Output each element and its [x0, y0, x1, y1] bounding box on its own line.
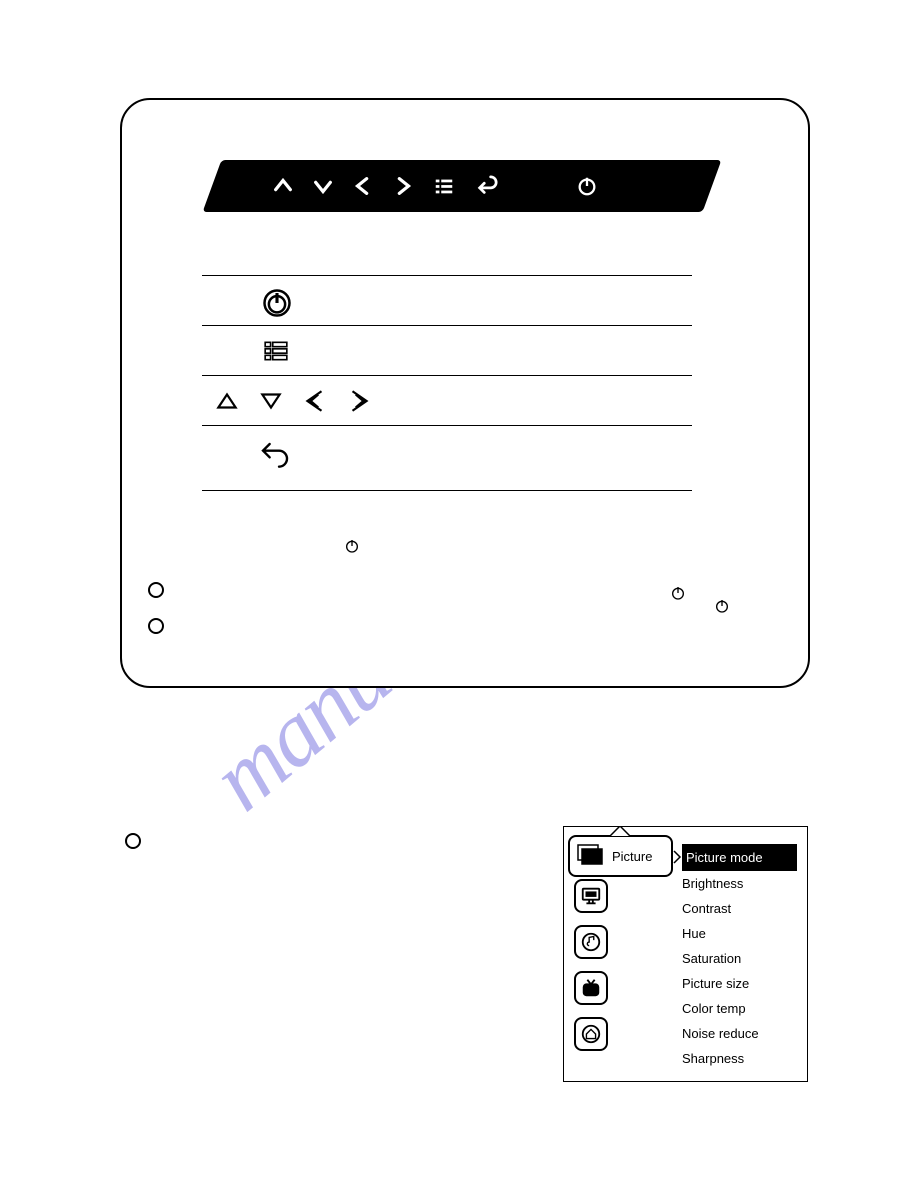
down-icon[interactable] — [312, 175, 334, 197]
divider — [202, 375, 692, 376]
menu-item[interactable]: Picture mode — [682, 844, 797, 871]
osd-menu: Picture Picture mode Brightness Contrast… — [563, 826, 808, 1082]
menu-items-list: Picture mode Brightness Contrast Hue Sat… — [682, 844, 802, 1071]
back-icon — [257, 440, 293, 472]
row-menu — [202, 338, 692, 364]
divider — [202, 425, 692, 426]
monitor-icon[interactable] — [574, 879, 608, 913]
picture-icon — [576, 843, 606, 869]
down-icon — [256, 388, 286, 414]
menu-item[interactable]: Noise reduce — [682, 1021, 802, 1046]
menu-icon[interactable] — [432, 175, 456, 197]
row-back — [202, 440, 692, 472]
category-icons — [574, 879, 608, 1051]
left-icon[interactable] — [352, 175, 374, 197]
menu-item[interactable]: Hue — [682, 921, 802, 946]
row-direction — [202, 388, 692, 414]
power-icon[interactable] — [576, 175, 598, 197]
home-icon[interactable] — [574, 1017, 608, 1051]
power-icon — [714, 598, 730, 614]
back-icon[interactable] — [474, 175, 500, 197]
menu-item[interactable]: Sharpness — [682, 1046, 802, 1071]
button-bar — [212, 160, 712, 212]
chevron-right-icon — [672, 849, 682, 865]
bullet-circle — [125, 833, 141, 849]
up-icon — [212, 388, 242, 414]
tv-icon[interactable] — [574, 971, 608, 1005]
music-icon[interactable] — [574, 925, 608, 959]
up-icon[interactable] — [272, 175, 294, 197]
bullet-circle — [148, 618, 164, 634]
menu-icon — [262, 338, 290, 364]
right-icon[interactable] — [392, 175, 414, 197]
divider — [202, 325, 692, 326]
right-icon — [344, 388, 374, 414]
power-icon — [670, 585, 686, 601]
power-icon — [262, 288, 292, 318]
bullet-circle — [148, 582, 164, 598]
picture-category[interactable]: Picture — [568, 835, 673, 877]
left-icon — [300, 388, 330, 414]
picture-label: Picture — [612, 849, 652, 864]
divider — [202, 275, 692, 276]
notch-icon — [610, 826, 630, 836]
menu-item[interactable]: Contrast — [682, 896, 802, 921]
menu-item[interactable]: Brightness — [682, 871, 802, 896]
control-panel — [120, 98, 810, 688]
menu-item[interactable]: Color temp — [682, 996, 802, 1021]
menu-item[interactable]: Picture size — [682, 971, 802, 996]
power-icon — [344, 538, 360, 554]
divider — [202, 490, 692, 491]
menu-item[interactable]: Saturation — [682, 946, 802, 971]
row-power — [202, 288, 692, 318]
